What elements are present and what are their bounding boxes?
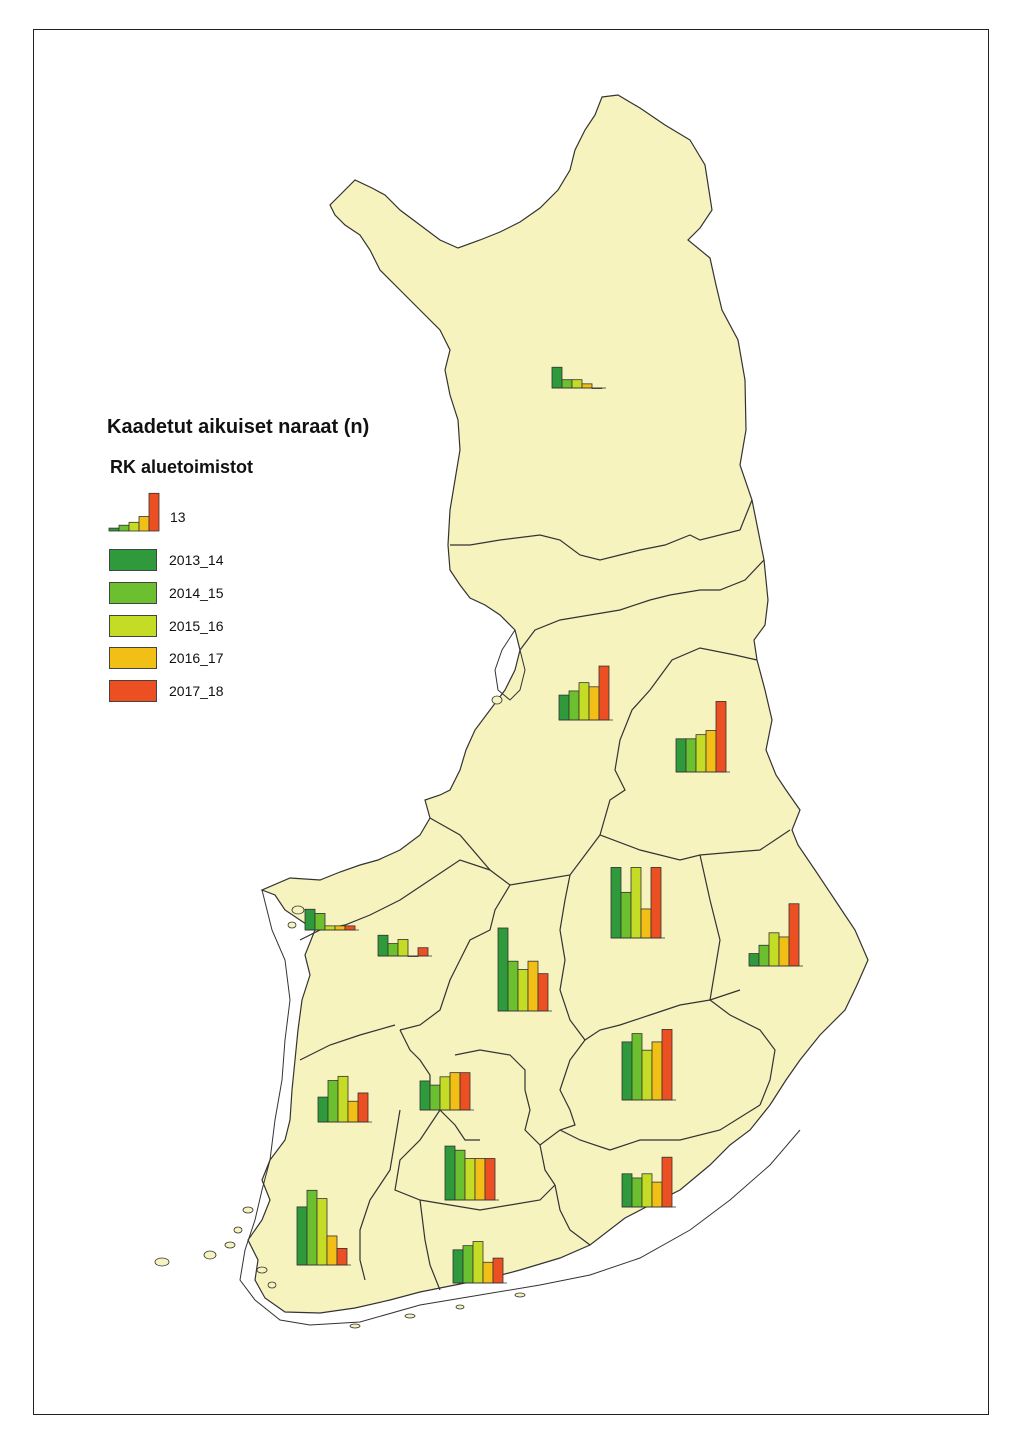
region-chart (558, 665, 613, 721)
legend-label: 2013_14 (169, 552, 224, 568)
region-chart (377, 934, 432, 957)
region-chart (419, 1072, 474, 1111)
region-chart (621, 1156, 676, 1208)
finland-landmass (247, 94, 869, 1314)
legend-swatch (109, 647, 157, 669)
lake-shoreline (494, 629, 526, 701)
region-chart (610, 867, 665, 939)
map-frame (33, 29, 989, 1415)
region-chart (317, 1075, 372, 1123)
region-chart (444, 1145, 499, 1201)
coastal-outline (239, 889, 801, 1326)
region-chart (304, 908, 359, 931)
legend-label: 2016_17 (169, 650, 224, 666)
region-chart (452, 1241, 507, 1284)
legend-label: 2015_16 (169, 618, 224, 634)
legend-label: 2014_15 (169, 585, 224, 601)
regional-borders (299, 499, 791, 1291)
legend-swatch (109, 549, 157, 571)
legend-swatch (109, 680, 157, 702)
legend-swatch (109, 582, 157, 604)
map-subtitle: RK aluetoimistot (110, 457, 254, 477)
region-bar-charts (296, 366, 803, 1284)
archipelago-islands (154, 695, 526, 1329)
legend-scale-chart (108, 492, 160, 532)
region-chart (551, 366, 606, 389)
map-title: Kaadetut aikuiset naraat (n) (107, 416, 370, 438)
region-chart (497, 927, 552, 1012)
region-chart (296, 1189, 351, 1266)
legend-scale-bar (148, 492, 160, 532)
legend-scale-label: 13 (170, 509, 186, 525)
region-chart (621, 1029, 676, 1101)
region-chart (675, 701, 730, 773)
region-chart (748, 903, 803, 967)
legend-swatch (109, 615, 157, 637)
legend-label: 2017_18 (169, 683, 224, 699)
